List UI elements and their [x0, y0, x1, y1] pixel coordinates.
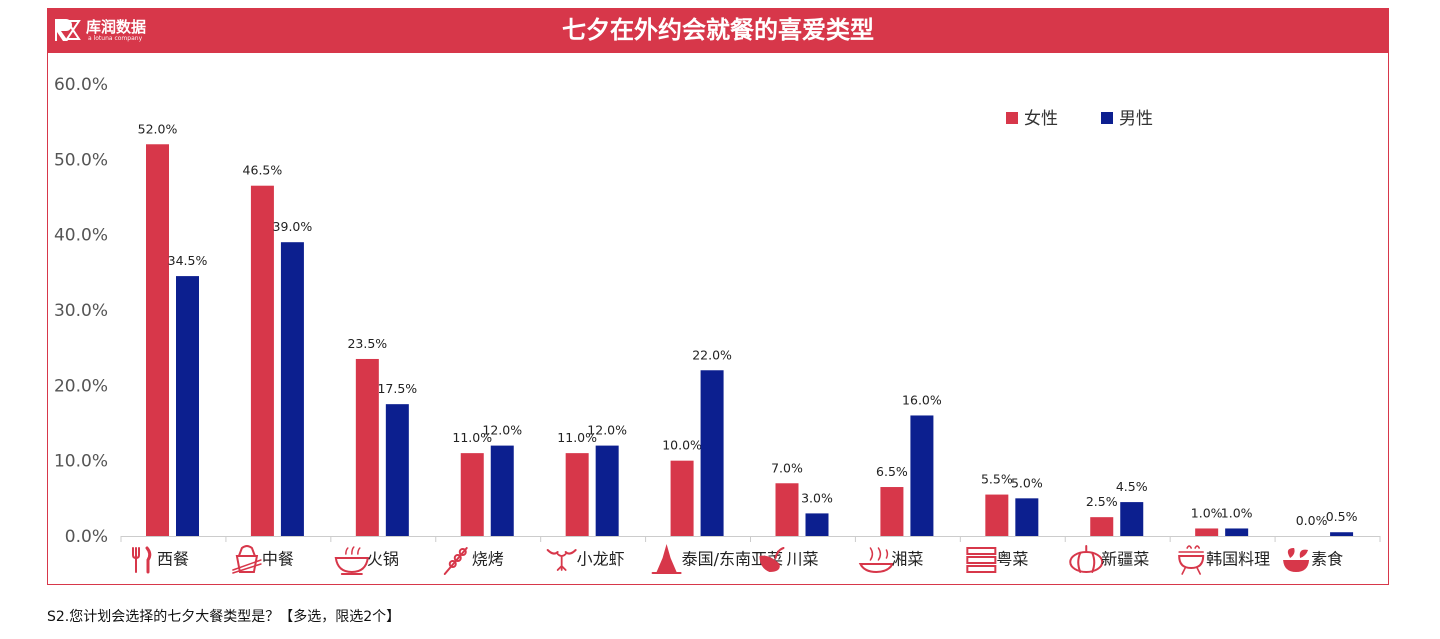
bar-female [1195, 528, 1219, 536]
logo-mark-icon [55, 19, 81, 41]
bar-male [385, 404, 409, 536]
category-label: 韩国料理 [1206, 550, 1270, 569]
data-label-female: 10.0% [662, 438, 702, 453]
data-label-female: 5.5% [981, 472, 1013, 487]
logo-name: 库润数据 [86, 18, 147, 36]
bar-male [805, 513, 829, 536]
category-label: 烧烤 [472, 550, 504, 569]
y-tick-label: 50.0% [54, 150, 108, 170]
bar-male [490, 445, 514, 536]
category-label: 小龙虾 [577, 550, 625, 569]
data-label-male: 12.0% [587, 423, 627, 438]
category-label: 火锅 [367, 550, 399, 569]
fork-knife-icon [132, 546, 152, 574]
data-label-female: 7.0% [771, 460, 803, 475]
data-label-male: 39.0% [273, 219, 313, 234]
logo-subtitle: a lotuna company [88, 35, 143, 42]
bar-female [146, 144, 169, 536]
bar-female [460, 453, 484, 536]
data-label-female: 1.0% [1191, 505, 1223, 520]
category-label: 素食 [1311, 550, 1343, 569]
data-label-female: 6.5% [876, 464, 908, 479]
data-label-female: 23.5% [347, 336, 387, 351]
data-label-male: 1.0% [1221, 505, 1253, 520]
y-tick-label: 10.0% [54, 452, 108, 472]
category-label: 中餐 [262, 550, 294, 569]
data-label-female: 46.5% [243, 163, 283, 178]
bar-female [250, 185, 274, 536]
data-label-male: 12.0% [482, 423, 522, 438]
legend-swatch-male [1101, 112, 1113, 124]
data-label-female: 0.0% [1296, 513, 1328, 528]
chart-title: 七夕在外约会就餐的喜爱类型 [562, 16, 874, 44]
pumpkin-icon [1069, 545, 1104, 573]
vegetable-bowl-icon [1283, 548, 1310, 572]
data-label-male: 3.0% [801, 490, 833, 505]
data-label-female: 52.0% [138, 121, 178, 136]
survey-footnote: S2.您计划会选择的七夕大餐类型是？【多选，限选2个】 [47, 609, 401, 625]
y-tick-label: 40.0% [54, 226, 108, 246]
data-label-male: 16.0% [902, 392, 942, 407]
skewer-icon [443, 547, 468, 575]
data-label-female: 11.0% [557, 430, 597, 445]
data-label-female: 11.0% [452, 430, 492, 445]
bar-female [775, 483, 799, 536]
data-label-male: 4.5% [1116, 479, 1148, 494]
legend-label-male: 男性 [1119, 109, 1153, 129]
bar-male [1120, 502, 1144, 536]
bar-male [910, 415, 934, 536]
category-label: 西餐 [157, 550, 189, 569]
crayfish-icon [546, 549, 577, 571]
title-banner [47, 8, 1389, 53]
bar-male [176, 276, 199, 536]
bbq-grill-icon [1178, 545, 1205, 575]
takeout-box-icon [232, 545, 262, 574]
steamer-icon [966, 547, 997, 573]
y-tick-label: 60.0% [54, 75, 108, 95]
bar-female [1090, 517, 1114, 536]
bar-male [1330, 532, 1354, 536]
data-label-male: 17.5% [377, 381, 417, 396]
category-label: 新疆菜 [1101, 550, 1149, 569]
legend-label-female: 女性 [1024, 109, 1058, 129]
bar-male [280, 242, 304, 536]
bar-female [565, 453, 589, 536]
legend-swatch-female [1006, 112, 1018, 124]
bar-male [1015, 498, 1039, 536]
hotpot-icon [334, 546, 369, 575]
bar-male [700, 370, 724, 536]
category-label: 泰国/东南亚菜 [682, 550, 783, 569]
data-label-male: 34.5% [168, 253, 208, 268]
data-label-female: 2.5% [1086, 494, 1118, 509]
thai-pagoda-icon [651, 544, 682, 574]
category-label: 湘菜 [891, 550, 923, 569]
bar-female [880, 487, 904, 536]
bar-male [1225, 528, 1249, 536]
category-label: 川菜 [787, 550, 819, 569]
category-label: 粤菜 [996, 550, 1028, 569]
data-label-male: 0.5% [1326, 509, 1358, 524]
bar-female [670, 460, 694, 536]
data-label-male: 22.0% [692, 347, 732, 362]
bar-female [985, 494, 1009, 536]
data-label-male: 5.0% [1011, 475, 1043, 490]
chili-icon [759, 547, 785, 572]
y-tick-label: 20.0% [54, 376, 108, 396]
y-tick-label: 30.0% [54, 301, 108, 321]
steaming-dish-icon [858, 547, 895, 574]
bar-female [355, 358, 379, 536]
y-tick-label: 0.0% [65, 527, 108, 547]
bar-male [595, 445, 619, 536]
